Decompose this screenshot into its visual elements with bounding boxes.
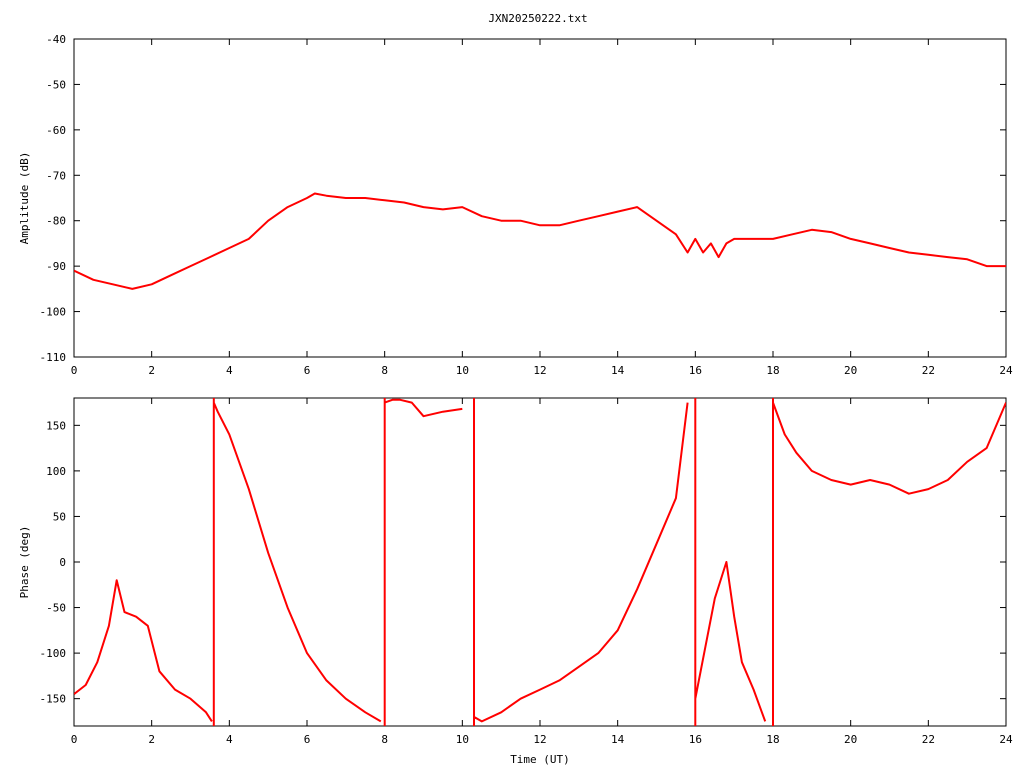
phase-xtick-label: 6 <box>304 733 311 746</box>
phase-xlabel: Time (UT) <box>510 753 570 766</box>
phase-ytick-label: -100 <box>40 647 67 660</box>
phase-xtick-label: 22 <box>922 733 935 746</box>
phase-xtick-label: 16 <box>689 733 702 746</box>
phase-ytick-label: 50 <box>53 510 66 523</box>
phase-ytick-label: 100 <box>46 465 66 478</box>
amplitude-xtick-label: 22 <box>922 364 935 377</box>
phase-series-line <box>74 398 1006 726</box>
amplitude-ylabel: Amplitude (dB) <box>18 152 31 245</box>
amplitude-ytick-label: -40 <box>46 33 66 46</box>
amplitude-xtick-label: 10 <box>456 364 469 377</box>
phase-xtick-label: 12 <box>533 733 546 746</box>
amplitude-xtick-label: 0 <box>71 364 78 377</box>
amplitude-ytick-label: -60 <box>46 124 66 137</box>
amplitude-series-line <box>74 192 1006 290</box>
chart-title: JXN20250222.txt <box>488 12 587 25</box>
amplitude-xtick-label: 24 <box>999 364 1013 377</box>
phase-xtick-label: 4 <box>226 733 233 746</box>
phase-ytick-label: -150 <box>40 693 67 706</box>
amplitude-xtick-label: 14 <box>611 364 625 377</box>
phase-xtick-label: 8 <box>381 733 388 746</box>
phase-xtick-label: 14 <box>611 733 625 746</box>
amplitude-ytick-label: -50 <box>46 78 66 91</box>
phase-ylabel: Phase (deg) <box>18 526 31 599</box>
amplitude-xtick-label: 4 <box>226 364 233 377</box>
amplitude-xtick-label: 8 <box>381 364 388 377</box>
amplitude-xtick-label: 6 <box>304 364 311 377</box>
phase-ytick-label: -50 <box>46 602 66 615</box>
phase-xtick-label: 24 <box>999 733 1013 746</box>
amplitude-ytick-label: -100 <box>40 306 67 319</box>
amplitude-xtick-label: 16 <box>689 364 702 377</box>
phase-xtick-label: 18 <box>766 733 779 746</box>
phase-panel: 0 2 4 6 8 10 12 14 16 18 20 22 24150100500-50-100-15… <box>18 397 1013 766</box>
phase-xtick-label: 20 <box>844 733 857 746</box>
phase-ytick-label: 0 <box>59 556 66 569</box>
phase-xtick-label: 10 <box>456 733 469 746</box>
amplitude-xtick-label: 18 <box>766 364 779 377</box>
phase-xtick-label: 0 <box>71 733 78 746</box>
amplitude-ytick-label: -110 <box>40 351 67 364</box>
amplitude-ytick-label: -70 <box>46 169 66 182</box>
phase-xtick-label: 2 <box>148 733 155 746</box>
amplitude-ytick-label: -80 <box>46 215 66 228</box>
amplitude-plot-frame <box>73 38 1007 358</box>
amplitude-xtick-label: 20 <box>844 364 857 377</box>
amplitude-xtick-label: 2 <box>148 364 155 377</box>
phase-ytick-label: 150 <box>46 419 66 432</box>
amplitude-ytick-label: -90 <box>46 260 66 273</box>
amplitude-panel: 0 2 4 6 8 10 12 14 16 18 20 22 24-40-50-60-70-80-90-… <box>18 33 1013 377</box>
amplitude-xtick-label: 12 <box>533 364 546 377</box>
